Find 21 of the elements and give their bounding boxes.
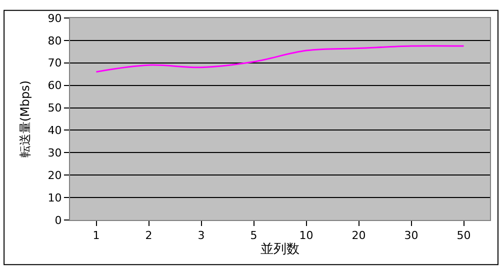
x-tick-label: 10 xyxy=(299,229,314,242)
x-axis-title: 並列数 xyxy=(260,242,300,258)
x-tick-label: 2 xyxy=(145,229,152,242)
y-tick-label: 30 xyxy=(48,146,62,160)
y-tick-label: 70 xyxy=(48,56,62,70)
y-tick-label: 80 xyxy=(48,34,62,48)
y-tick-label: 10 xyxy=(48,191,62,204)
x-tick-label: 3 xyxy=(198,229,205,242)
y-tick-label: 20 xyxy=(48,168,62,182)
y-axis-title: 転送量(Mbps) xyxy=(18,80,32,158)
x-tick-label: 50 xyxy=(456,229,471,242)
y-tick-label: 90 xyxy=(48,12,62,25)
line-series xyxy=(96,45,464,73)
y-tick-label: 50 xyxy=(48,102,62,115)
x-tick-label: 5 xyxy=(250,229,258,242)
x-tick-label: 1 xyxy=(92,229,100,242)
x-tick-label: 20 xyxy=(352,229,366,242)
y-tick-label: 0 xyxy=(54,214,62,227)
y-tick-label: 40 xyxy=(48,124,62,138)
x-tick-label: 30 xyxy=(404,229,418,242)
y-tick-label: 60 xyxy=(48,79,62,92)
